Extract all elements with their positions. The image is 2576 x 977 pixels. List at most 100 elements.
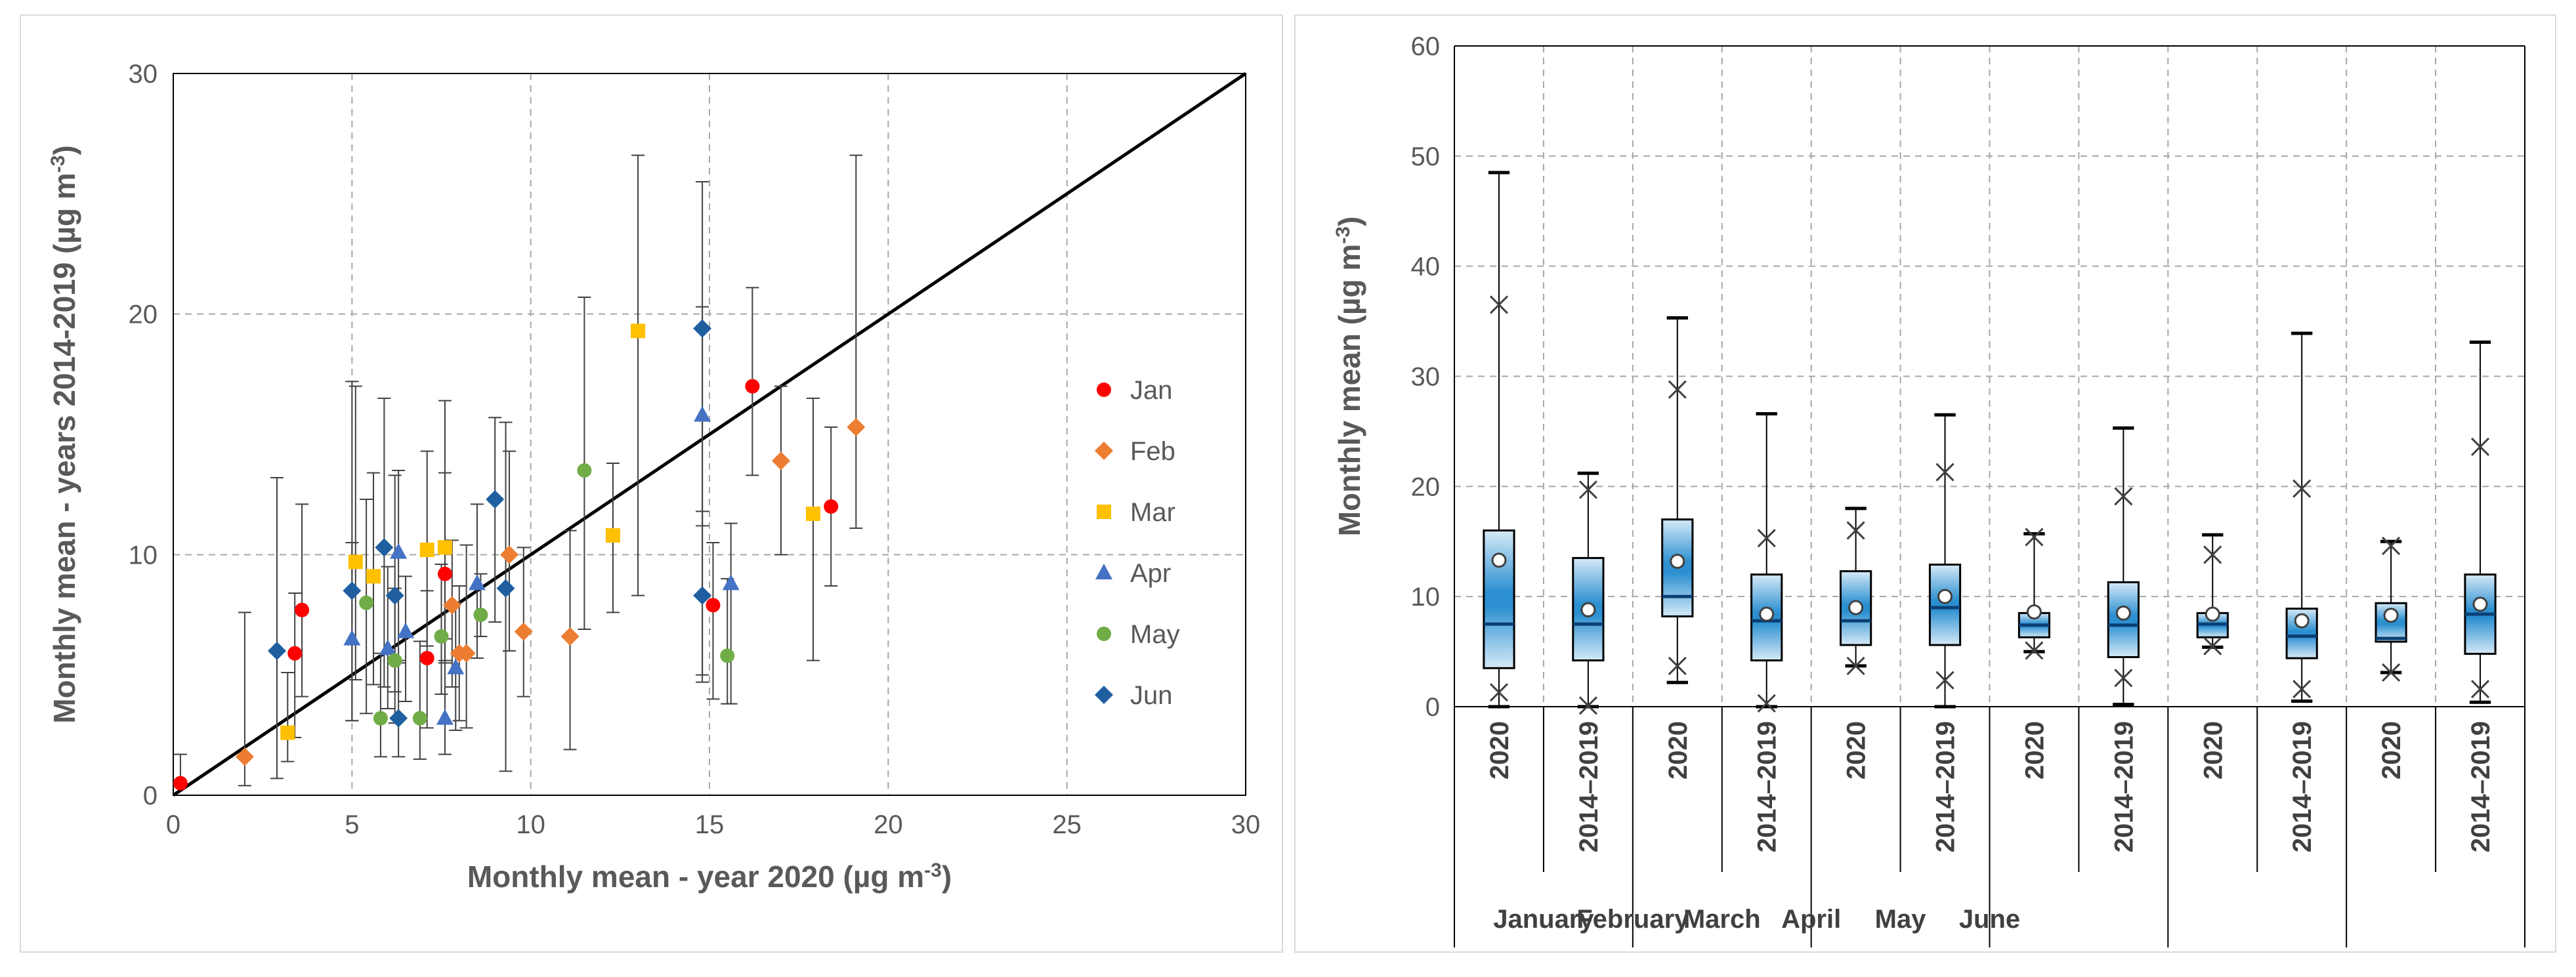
box-march-2020 <box>1840 507 1872 675</box>
data-point-jun <box>375 538 394 557</box>
legend-label-jun: Jun <box>1130 681 1173 710</box>
data-point-feb <box>235 747 254 766</box>
percentile-cross <box>2292 680 2312 699</box>
percentile-cross <box>2114 669 2133 688</box>
mean-marker <box>1580 602 1596 617</box>
data-point-apr <box>447 658 465 675</box>
data-point-jun <box>385 586 404 605</box>
box-label: 2020 <box>1842 721 1871 780</box>
data-point-apr <box>397 622 415 638</box>
data-point-feb <box>499 545 518 564</box>
data-point-feb <box>771 451 790 470</box>
data-point-mar <box>605 528 620 543</box>
month-label-may: May <box>1875 905 1927 934</box>
data-point-apr <box>694 405 711 422</box>
percentile-cross <box>1489 295 1509 314</box>
percentile-cross <box>1668 656 1687 675</box>
box-january-baseline <box>1572 471 1605 715</box>
legend-marker-feb <box>1095 442 1113 460</box>
mean-marker <box>2205 606 2220 622</box>
data-point-may <box>577 463 592 478</box>
percentile-cross <box>2292 479 2312 498</box>
box-label: 2014–2019 <box>1574 721 1603 852</box>
data-point-mar <box>437 540 452 555</box>
data-point-may <box>473 608 488 622</box>
percentile-cross <box>1757 529 1776 548</box>
data-point-apr <box>379 639 396 655</box>
month-label-january: January <box>1493 905 1594 934</box>
data-point-feb <box>457 644 476 663</box>
x-tick-label: 25 <box>1052 810 1082 839</box>
x-tick-label: 15 <box>695 810 725 839</box>
y-tick-label: 20 <box>129 301 158 329</box>
percentile-cross <box>2470 680 2490 699</box>
data-point-jun <box>267 642 286 660</box>
data-point-apr <box>468 574 486 591</box>
percentile-cross <box>2470 437 2490 456</box>
data-point-apr <box>722 574 740 591</box>
mean-marker <box>1670 553 1685 569</box>
box-june-2020 <box>2375 536 2407 682</box>
y-tick-label: 20 <box>1411 472 1441 501</box>
box-february-baseline <box>1750 412 1783 713</box>
y-tick-label: 30 <box>129 60 158 89</box>
box-may-2020 <box>2196 533 2229 655</box>
legend-label-jan: Jan <box>1130 376 1173 405</box>
box-january-2020 <box>1483 171 1515 709</box>
legend-marker-may <box>1097 627 1111 641</box>
data-point-jun <box>486 490 505 509</box>
y-tick-label: 50 <box>1411 142 1441 171</box>
percentile-cross <box>1578 480 1597 499</box>
percentile-cross <box>1668 380 1687 399</box>
box-label: 2014–2019 <box>2466 721 2495 852</box>
data-point-may <box>387 653 402 668</box>
mean-marker <box>1848 600 1864 615</box>
legend-marker-apr <box>1095 564 1112 579</box>
legend-label-apr: Apr <box>1130 559 1171 588</box>
data-point-jan <box>706 598 721 613</box>
box-may-baseline <box>2285 331 2318 703</box>
box-june-baseline <box>2464 340 2497 704</box>
percentile-cross <box>1935 671 1954 690</box>
box-label: 2020 <box>1664 721 1693 780</box>
x-tick-label: 0 <box>166 810 180 839</box>
percentile-cross <box>1846 656 1865 675</box>
y-tick-label: 60 <box>1411 32 1441 61</box>
x-tick-label: 30 <box>1231 810 1261 839</box>
mean-marker <box>1937 589 1953 604</box>
percentile-cross <box>1578 696 1597 715</box>
box-february-2020 <box>1661 316 1694 684</box>
data-point-jun <box>693 319 712 338</box>
data-point-apr <box>436 709 454 725</box>
legend-marker-jun <box>1095 686 1113 704</box>
data-point-mar <box>805 507 820 521</box>
data-point-apr <box>390 543 408 559</box>
month-label-april: April <box>1781 905 1841 934</box>
percentile-cross <box>2203 636 2222 655</box>
data-point-mar <box>280 725 295 740</box>
box-label: 2020 <box>2020 721 2049 780</box>
mean-marker <box>2383 608 2399 623</box>
mean-marker <box>2026 604 2042 620</box>
data-point-jan <box>745 379 760 394</box>
data-point-feb <box>560 627 580 646</box>
data-point-jun <box>343 581 362 600</box>
y-tick-label: 10 <box>1411 583 1441 612</box>
scatter-chart: 0 5 10 15 20 25 30 0 10 20 30 Monthly mean - year 2… <box>47 60 1261 894</box>
y-axis-title: Monthly mean (µg m-3) <box>1332 217 1366 537</box>
mean-marker <box>2115 605 2131 621</box>
data-point-mar <box>419 543 434 557</box>
data-point-jun <box>496 579 515 598</box>
legend-marker-mar <box>1097 505 1111 519</box>
scatter-panel: 0 5 10 15 20 25 30 0 10 20 30 Monthly mean - year 2… <box>20 14 1283 953</box>
mean-marker <box>1759 606 1775 622</box>
box-label: 2020 <box>2199 721 2228 780</box>
data-point-mar <box>348 554 363 570</box>
data-point-jan <box>295 602 310 617</box>
percentile-cross <box>1846 521 1865 540</box>
box-april-2020 <box>2017 528 2051 660</box>
mean-marker <box>2472 596 2488 612</box>
data-point-mar <box>366 569 381 584</box>
percentile-cross <box>1757 694 1776 713</box>
data-point-jan <box>173 776 188 791</box>
